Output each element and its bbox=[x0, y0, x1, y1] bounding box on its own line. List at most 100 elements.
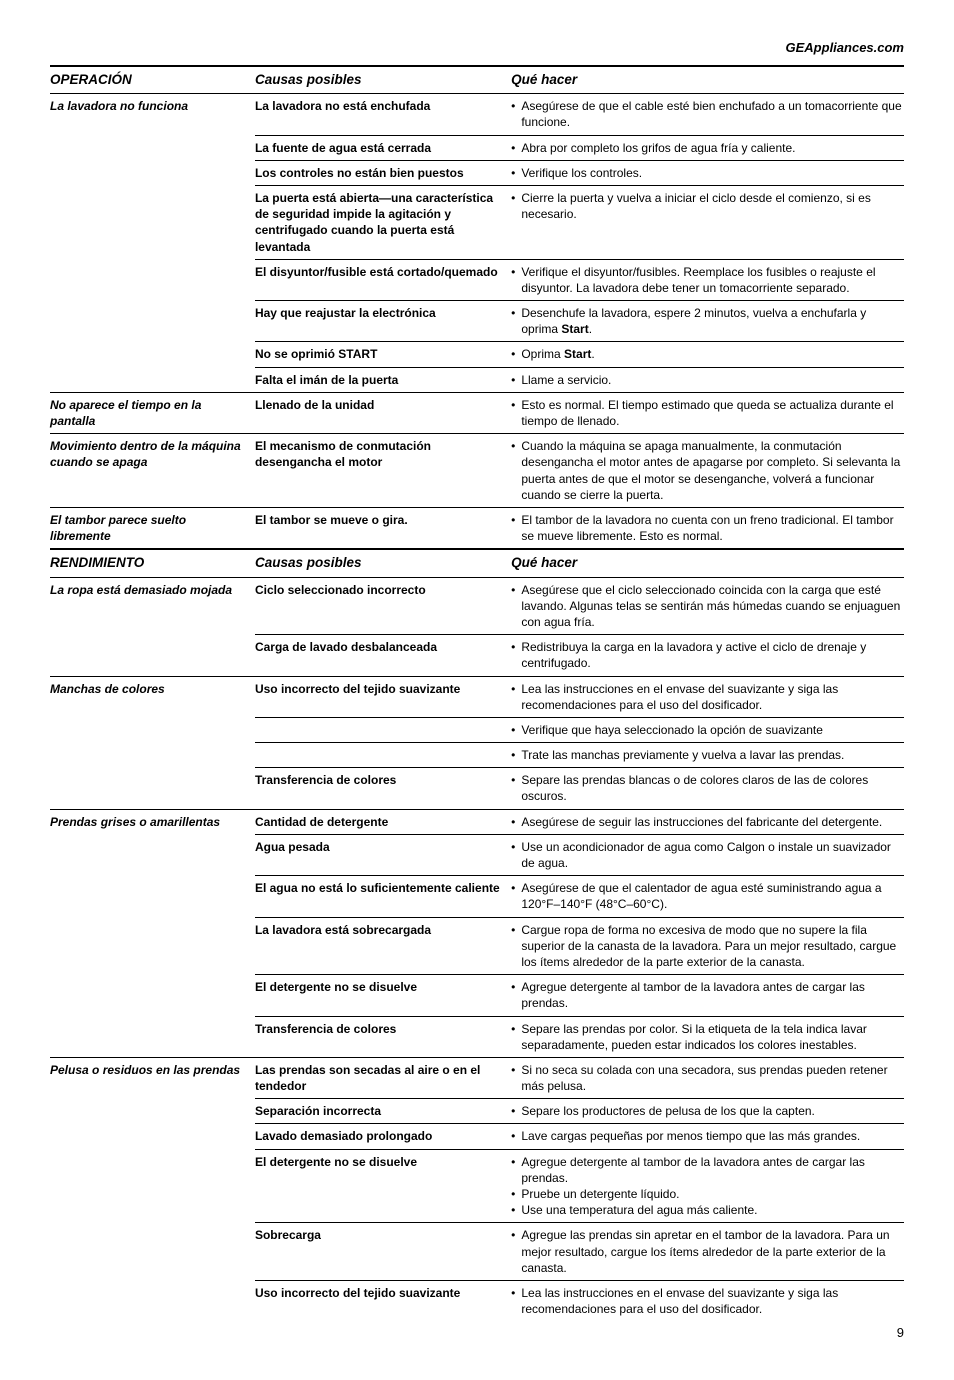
action-cell: •Cierre la puerta y vuelva a iniciar el … bbox=[511, 185, 904, 259]
cause-label: Separación incorrecta bbox=[255, 1104, 381, 1118]
cause-cell: Transferencia de colores bbox=[255, 1016, 511, 1057]
cause-label: El detergente no se disuelve bbox=[255, 1155, 417, 1169]
action-cell: •Asegúrese de seguir las instrucciones d… bbox=[511, 809, 904, 834]
problem-cell: Prendas grises o amarillentas bbox=[50, 809, 255, 834]
action-text: Cargue ropa de forma no excesiva de modo… bbox=[521, 922, 904, 971]
problem-cell: Pelusa o residuos en las prendas bbox=[50, 1057, 255, 1098]
table-row: La ropa está demasiado mojadaCiclo selec… bbox=[50, 577, 904, 635]
column-header-action: Qué hacer bbox=[511, 66, 904, 94]
problem-label: La ropa está demasiado mojada bbox=[50, 583, 232, 597]
cause-cell: La lavadora está sobrecargada bbox=[255, 917, 511, 975]
action-cell: •Agregue detergente al tambor de la lava… bbox=[511, 1149, 904, 1223]
bullet-icon: • bbox=[511, 1128, 521, 1144]
problem-cell: El tambor parece suelto libremente bbox=[50, 507, 255, 549]
cause-cell: Carga de lavado desbalanceada bbox=[255, 635, 511, 676]
cause-label: Llenado de la unidad bbox=[255, 398, 374, 412]
table-row: Movimiento dentro de la máquina cuando s… bbox=[50, 434, 904, 508]
action-cell: •Verifique los controles. bbox=[511, 160, 904, 185]
action-text: Asegúrese de que el cable esté bien ench… bbox=[521, 98, 904, 130]
action-cell: •Redistribuya la carga en la lavadora y … bbox=[511, 635, 904, 676]
column-header-cause: Causas posibles bbox=[255, 66, 511, 94]
cause-cell: Transferencia de colores bbox=[255, 768, 511, 809]
problem-label: No aparece el tiempo en la pantalla bbox=[50, 398, 201, 428]
problem-cell bbox=[50, 1099, 255, 1124]
problem-cell bbox=[50, 635, 255, 676]
action-text: Redistribuya la carga en la lavadora y a… bbox=[521, 639, 904, 671]
table-row: No se oprimió START •Oprima Start. bbox=[50, 342, 904, 367]
bullet-icon: • bbox=[511, 747, 521, 763]
cause-label: Cantidad de detergente bbox=[255, 815, 388, 829]
cause-cell: Los controles no están bien puestos bbox=[255, 160, 511, 185]
table-row: Manchas de colores Uso incorrecto del tej… bbox=[50, 676, 904, 717]
action-cell: •Cuando la máquina se apaga manualmente,… bbox=[511, 434, 904, 508]
cause-cell: El detergente no se disuelve bbox=[255, 975, 511, 1016]
problem-label: Pelusa o residuos en las prendas bbox=[50, 1063, 240, 1077]
table-row: Lavado demasiado prolongado•Lave cargas … bbox=[50, 1124, 904, 1149]
bullet-icon: • bbox=[511, 1021, 521, 1037]
table-row: No aparece el tiempo en la pantalla Llena… bbox=[50, 392, 904, 433]
action-text: Abra por completo los grifos de agua frí… bbox=[521, 140, 904, 156]
bullet-icon: • bbox=[511, 165, 521, 181]
problem-cell: La lavadora no funciona bbox=[50, 94, 255, 135]
problem-cell bbox=[50, 185, 255, 259]
cause-cell: Sobrecarga bbox=[255, 1223, 511, 1281]
bullet-icon: • bbox=[511, 1062, 521, 1078]
table-row: El tambor parece suelto librementeEl tam… bbox=[50, 507, 904, 549]
cause-cell: Llenado de la unidad bbox=[255, 392, 511, 433]
cause-cell: El detergente no se disuelve bbox=[255, 1149, 511, 1223]
cause-cell: El agua no está lo suficientemente calie… bbox=[255, 876, 511, 917]
problem-cell bbox=[50, 342, 255, 367]
action-cell: •Verifique el disyuntor/fusibles. Reempl… bbox=[511, 259, 904, 300]
action-cell: •Agregue detergente al tambor de la lava… bbox=[511, 975, 904, 1016]
bullet-icon: • bbox=[511, 1186, 521, 1202]
cause-label: Falta el imán de la puerta bbox=[255, 373, 398, 387]
cause-cell: Las prendas son secadas al aire o en el … bbox=[255, 1057, 511, 1098]
bullet-icon: • bbox=[511, 582, 521, 598]
cause-label: El disyuntor/fusible está cortado/quemad… bbox=[255, 265, 498, 279]
cause-cell: Lavado demasiado prolongado bbox=[255, 1124, 511, 1149]
action-cell: •Separe los productores de pelusa de los… bbox=[511, 1099, 904, 1124]
table-row: Uso incorrecto del tejido suavizante•Lea… bbox=[50, 1280, 904, 1321]
column-header-action: Qué hacer bbox=[511, 549, 904, 577]
troubleshooting-table: OPERACIÓNCausas posiblesQué hacerLa lava… bbox=[50, 65, 904, 1321]
table-row: Pelusa o residuos en las prendas Las pren… bbox=[50, 1057, 904, 1098]
table-row: La puerta está abierta—una característic… bbox=[50, 185, 904, 259]
action-text: Asegúrese de seguir las instrucciones de… bbox=[521, 814, 904, 830]
problem-cell bbox=[50, 717, 255, 742]
action-text: Trate las manchas previamente y vuelva a… bbox=[521, 747, 904, 763]
action-cell: •Separe las prendas blancas o de colores… bbox=[511, 768, 904, 809]
cause-label: Hay que reajustar la electrónica bbox=[255, 306, 436, 320]
action-cell: •Separe las prendas por color. Si la eti… bbox=[511, 1016, 904, 1057]
table-row: El detergente no se disuelve•Agregue det… bbox=[50, 975, 904, 1016]
problem-cell bbox=[50, 160, 255, 185]
cause-cell: La lavadora no está enchufada bbox=[255, 94, 511, 135]
table-row: Separación incorrecta •Separe los product… bbox=[50, 1099, 904, 1124]
action-text: Separe las prendas por color. Si la etiq… bbox=[521, 1021, 904, 1053]
bullet-icon: • bbox=[511, 372, 521, 388]
bullet-icon: • bbox=[511, 814, 521, 830]
action-cell: •Asegúrese de que el cable esté bien enc… bbox=[511, 94, 904, 135]
section-header-row: RENDIMIENTOCausas posiblesQué hacer bbox=[50, 549, 904, 577]
table-row: Falta el imán de la puerta•Llame a servi… bbox=[50, 367, 904, 392]
action-cell: •Oprima Start. bbox=[511, 342, 904, 367]
cause-cell: Falta el imán de la puerta bbox=[255, 367, 511, 392]
problem-label: Manchas de colores bbox=[50, 682, 165, 696]
cause-label: Las prendas son secadas al aire o en el … bbox=[255, 1063, 480, 1093]
problem-cell bbox=[50, 259, 255, 300]
cause-label: Los controles no están bien puestos bbox=[255, 166, 464, 180]
cause-cell: Agua pesada bbox=[255, 834, 511, 875]
problem-cell: No aparece el tiempo en la pantalla bbox=[50, 392, 255, 433]
action-cell: •Asegúrese de que el calentador de agua … bbox=[511, 876, 904, 917]
table-row: Hay que reajustar la electrónica•Desench… bbox=[50, 301, 904, 342]
problem-cell: Movimiento dentro de la máquina cuando s… bbox=[50, 434, 255, 508]
cause-cell bbox=[255, 743, 511, 768]
cause-label: No se oprimió START bbox=[255, 347, 377, 361]
problem-cell bbox=[50, 1124, 255, 1149]
bullet-icon: • bbox=[511, 1154, 521, 1170]
bullet-icon: • bbox=[511, 880, 521, 896]
problem-cell bbox=[50, 917, 255, 975]
bullet-icon: • bbox=[511, 1285, 521, 1301]
bullet-icon: • bbox=[511, 722, 521, 738]
cause-cell: Uso incorrecto del tejido suavizante bbox=[255, 676, 511, 717]
table-row: Transferencia de colores•Separe las pren… bbox=[50, 768, 904, 809]
